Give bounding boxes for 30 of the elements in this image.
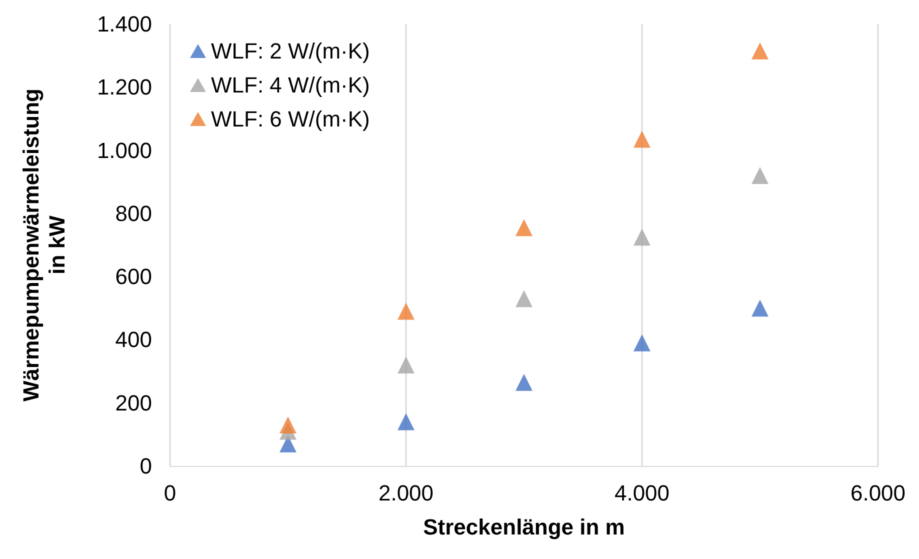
y-axis-title: Wärmepumpenwärmeleistung in kW: [18, 88, 70, 402]
x-tick-label: 0: [164, 480, 176, 506]
point: [516, 374, 532, 391]
point: [398, 302, 414, 320]
legend-label: WLF: 4 W/(m·K): [211, 72, 370, 98]
point: [516, 290, 532, 308]
y-tick-label: 0: [140, 454, 152, 478]
point: [516, 219, 532, 236]
y-tick-label: 1.000: [96, 138, 152, 163]
point: [280, 416, 296, 434]
legend-label: WLF: 6 W/(m·K): [211, 106, 370, 132]
x-tick-label: 2.000: [378, 480, 434, 506]
legend-label: WLF: 2 W/(m·K): [211, 38, 370, 64]
x-tick-label: 4.000: [614, 480, 670, 506]
point: [398, 356, 414, 374]
x-axis-title: Streckenlänge in m: [423, 514, 625, 540]
y-tick-label: 1.200: [96, 74, 152, 100]
point: [752, 300, 768, 317]
point: [634, 130, 650, 148]
y-tick-label: 400: [115, 327, 152, 352]
y-tick-label: 800: [115, 200, 152, 226]
point: [398, 413, 414, 430]
x-tick-label: 6.000: [850, 480, 906, 506]
y-tick-label: 1.400: [96, 12, 152, 36]
point: [752, 167, 768, 184]
y-tick-label: 200: [115, 390, 152, 416]
y-tick-label: 600: [115, 264, 152, 290]
point: [752, 42, 768, 60]
point: [634, 334, 650, 352]
point: [634, 228, 650, 246]
